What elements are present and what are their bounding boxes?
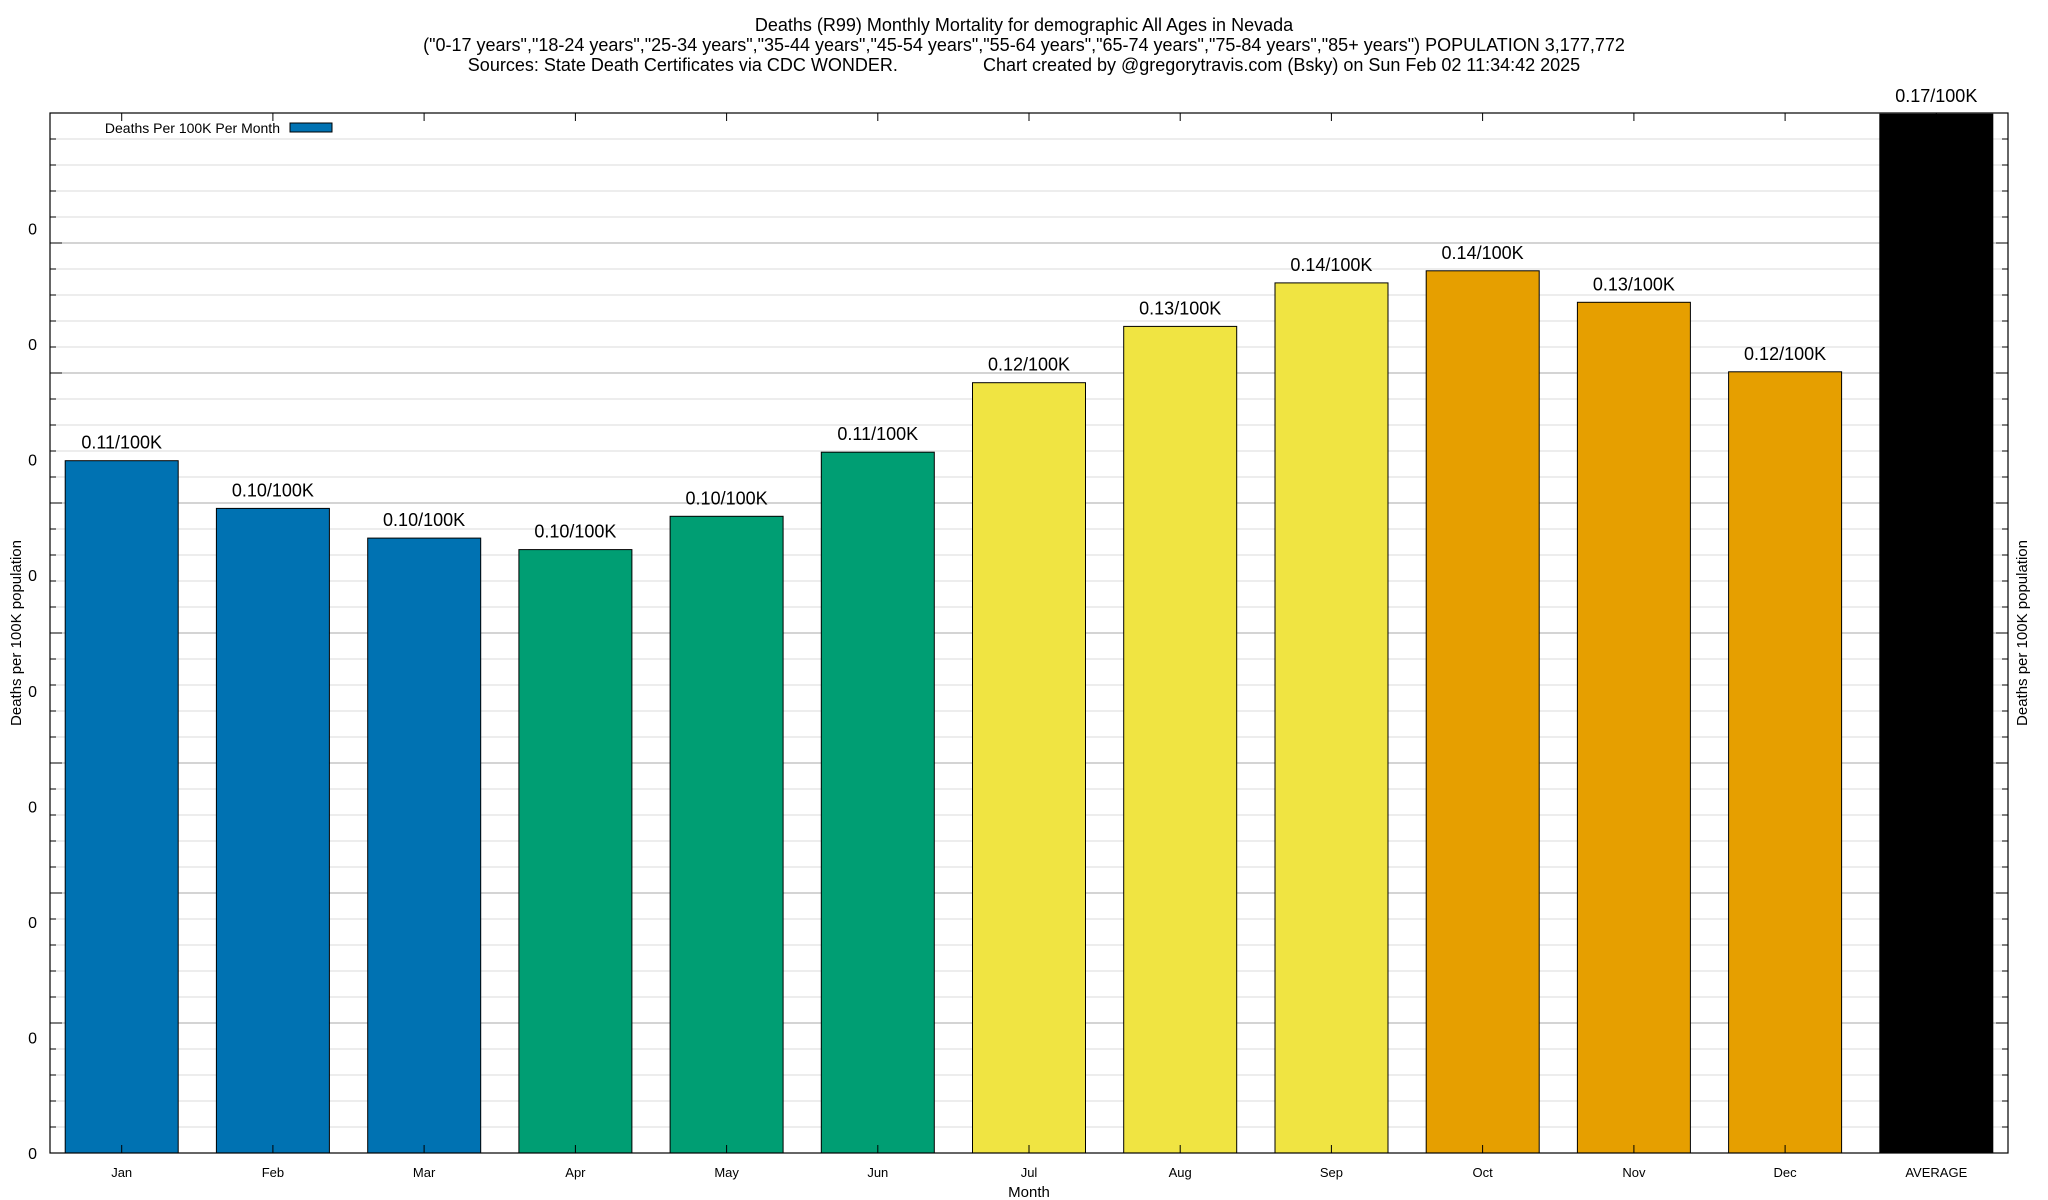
bar-apr — [518, 549, 633, 1154]
bar-jan — [64, 460, 179, 1154]
x-tick-label-apr: Apr — [565, 1165, 586, 1180]
data-label-average: 0.17/100K — [1895, 86, 1977, 106]
y-tick-label: 0 — [28, 222, 37, 239]
y-ticks: 0 0 0 0 0 0 0 0 0 — [28, 138, 2008, 1163]
bar-jul — [972, 382, 1086, 1154]
x-tick-label-mar: Mar — [413, 1165, 436, 1180]
data-label-sep: 0.14/100K — [1290, 255, 1372, 275]
y-axis-title-right: Deaths per 100K population — [2014, 540, 2031, 726]
legend-label: Deaths Per 100K Per Month — [105, 120, 280, 136]
bar-may — [669, 515, 784, 1154]
data-label-nov: 0.13/100K — [1593, 274, 1675, 294]
bars — [64, 113, 1994, 1154]
bar-data-labels: 0.11/100K 0.10/100K 0.10/100K 0.10/100K 0.10… — [81, 86, 1977, 541]
y-tick-label: 0 — [28, 1030, 37, 1047]
y-tick-label: 0 — [28, 915, 37, 932]
bar-aug — [1123, 325, 1238, 1154]
legend: Deaths Per 100K Per Month — [105, 120, 333, 136]
bar-average — [1879, 113, 1994, 1154]
y-tick-label: 0 — [28, 799, 37, 816]
chart-title-line-1: Deaths (R99) Monthly Mortality for demog… — [755, 15, 1294, 35]
y-tick-label: 0 — [28, 453, 37, 470]
data-label-mar: 0.10/100K — [383, 510, 465, 530]
x-tick-label-feb: Feb — [262, 1165, 284, 1180]
y-tick-label: 0 — [28, 684, 37, 701]
x-tick-label-oct: Oct — [1472, 1165, 1493, 1180]
data-label-may: 0.10/100K — [686, 488, 768, 508]
data-label-dec: 0.12/100K — [1744, 344, 1826, 364]
x-tick-label-jan: Jan — [111, 1165, 132, 1180]
chart-title-line-3: Sources: State Death Certificates via CD… — [468, 55, 1580, 75]
bar-mar — [367, 537, 482, 1154]
chart-title: Deaths (R99) Monthly Mortality for demog… — [423, 15, 1625, 75]
x-tick-label-nov: Nov — [1622, 1165, 1646, 1180]
bar-nov — [1576, 301, 1691, 1154]
data-label-jul: 0.12/100K — [988, 355, 1070, 375]
bar-feb — [215, 507, 330, 1154]
chart-title-line-2: ("0-17 years","18-24 years","25-34 years… — [423, 35, 1625, 55]
x-tick-labels: Jan Feb Mar Apr May Jun Jul Aug Sep Oct Nov Dec AVER… — [111, 113, 1968, 1180]
data-label-oct: 0.14/100K — [1442, 243, 1524, 263]
y-axis-title-left: Deaths per 100K population — [8, 540, 25, 726]
data-label-jun: 0.11/100K — [837, 424, 918, 444]
y-tick-label: 0 — [28, 568, 37, 585]
y-tick-label: 0 — [28, 1146, 37, 1163]
bar-sep — [1274, 282, 1389, 1154]
data-label-aug: 0.13/100K — [1139, 298, 1221, 318]
data-label-feb: 0.10/100K — [232, 480, 314, 500]
y-tick-label: 0 — [28, 337, 37, 354]
x-tick-label-average: AVERAGE — [1905, 1165, 1967, 1180]
x-tick-label-jul: Jul — [1021, 1165, 1038, 1180]
x-tick-label-dec: Dec — [1774, 1165, 1798, 1180]
data-label-apr: 0.10/100K — [534, 522, 616, 542]
x-tick-label-aug: Aug — [1169, 1165, 1192, 1180]
bar-oct — [1425, 270, 1540, 1154]
bar-dec — [1728, 371, 1843, 1154]
x-tick-label-may: May — [714, 1165, 739, 1180]
x-axis-title: Month — [1008, 1184, 1050, 1200]
x-tick-label-sep: Sep — [1320, 1165, 1343, 1180]
data-label-jan: 0.11/100K — [81, 433, 162, 453]
bar-jun — [820, 451, 935, 1154]
legend-swatch — [289, 122, 333, 133]
x-tick-label-jun: Jun — [867, 1165, 888, 1180]
